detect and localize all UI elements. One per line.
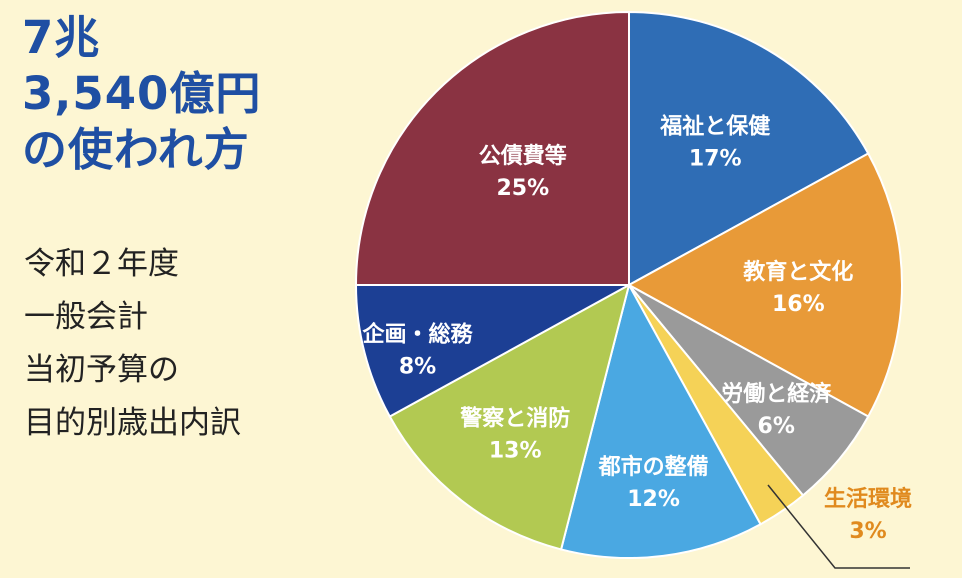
pie-slice-4 [559,282,762,559]
pie-slice-0 [628,10,870,287]
slice-label-1: 教育と文化 [743,259,853,285]
slice-label-3: 生活環境 [824,486,912,512]
slice-value-label-4: 12% [627,487,680,512]
subtitle-line-2: 一般会計 [24,299,148,335]
chart-subtitle: 令和２年度 一般会計 当初予算の 目的別歳出内訳 [24,238,241,450]
slice-value-label-0: 17% [689,146,742,171]
slice-label-4: 都市の整備 [598,454,709,480]
slice-label-7: 公債費等 [479,143,567,169]
slice-label-0: 福祉と保健 [659,113,770,139]
headline-line-3: の使われ方 [22,123,250,176]
slice-value-label-2: 6% [758,414,795,439]
slice-value-label-5: 13% [489,439,542,464]
subtitle-line-3: 当初予算の [24,352,179,388]
headline-line-2: 3,540億円 [22,67,262,120]
subtitle-line-4: 目的別歳出内訳 [24,405,241,441]
slice-value-label-3: 3% [849,519,886,544]
slice-value-label-1: 16% [772,292,825,317]
slice-value-label-6: 8% [399,354,436,379]
pie-slice-5 [388,283,631,551]
chart-headline: 7兆 3,540億円 の使われ方 [22,10,261,178]
pie-slice-1 [626,152,903,418]
headline-line-1: 7兆 [22,11,101,64]
pie-slice-7 [354,10,630,286]
slice-label-2: 労働と経済 [721,381,832,407]
leader-line-3 [767,484,910,569]
slice-value-label-7: 25% [496,176,549,201]
slice-label-5: 警察と消防 [459,406,570,432]
subtitle-line-1: 令和２年度 [24,246,179,282]
pie-slice-6 [354,284,630,418]
slice-label-6: 企画・総務 [361,321,473,347]
